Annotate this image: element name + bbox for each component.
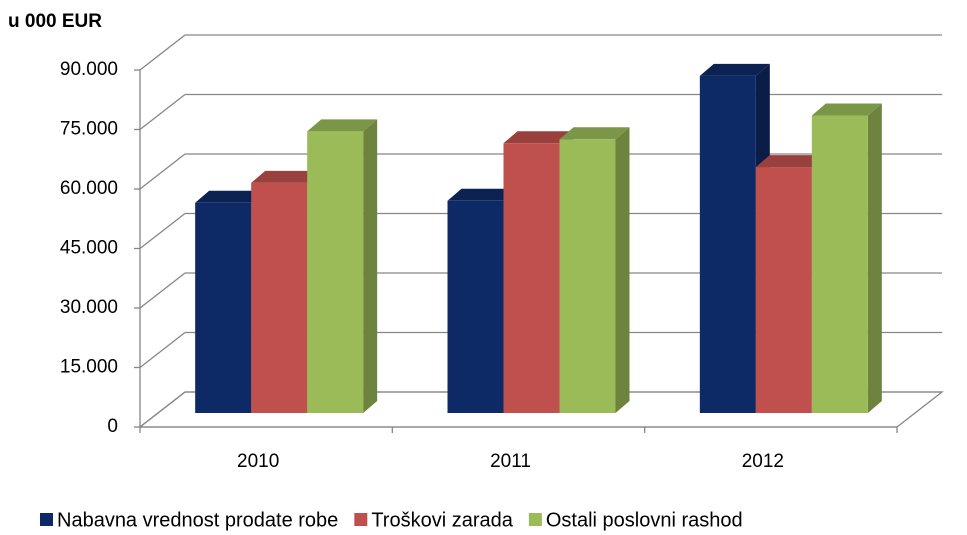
- bar: [559, 139, 616, 414]
- bar-top: [503, 131, 574, 144]
- bar-side: [867, 103, 882, 413]
- y-tick-label: 75.000: [60, 119, 118, 140]
- bar-top: [251, 170, 322, 183]
- legend-label: Troškovi zarada: [371, 509, 513, 531]
- x-tick-label: 2010: [237, 451, 279, 472]
- bar: [251, 182, 308, 413]
- bar: [811, 115, 868, 413]
- bar-top: [755, 155, 826, 168]
- bar-top: [195, 190, 266, 203]
- bar: [699, 75, 756, 413]
- x-tick-label: 2012: [742, 451, 784, 472]
- bar-side: [363, 119, 378, 413]
- bar: [755, 167, 812, 413]
- legend-label: Nabavna vrednost prodate robe: [57, 509, 338, 531]
- x-tick-label: 2011: [490, 451, 531, 472]
- bar: [195, 202, 252, 413]
- legend-swatch: [40, 513, 53, 526]
- bar-side: [615, 127, 630, 414]
- bar-top: [307, 119, 378, 132]
- y-tick-label: 90.000: [60, 59, 118, 80]
- legend-swatch: [528, 513, 542, 526]
- bar-top: [447, 188, 518, 201]
- y-tick-label: 15.000: [60, 357, 118, 378]
- y-tick-label: 60.000: [60, 178, 118, 199]
- bar: [307, 131, 364, 413]
- axis-title: u 000 EUR: [8, 11, 102, 32]
- y-tick-label: 30.000: [60, 297, 118, 318]
- grid-line: [139, 212, 186, 250]
- grid-line: [139, 153, 186, 190]
- y-tick-label: 0: [107, 416, 118, 437]
- legend-swatch: [354, 513, 368, 526]
- grid-line: [139, 391, 186, 428]
- bar: [447, 200, 504, 413]
- grid-line: [139, 93, 186, 131]
- grid-line: [139, 34, 186, 71]
- y-tick-label: 45.000: [60, 238, 118, 259]
- bar: [503, 143, 560, 413]
- grid-line: [139, 272, 186, 309]
- grid-line: [139, 331, 186, 369]
- bar-top: [811, 103, 882, 116]
- legend-label: Ostali poslovni rashod: [546, 509, 743, 531]
- bar-top: [699, 63, 770, 76]
- bar-top: [559, 127, 630, 140]
